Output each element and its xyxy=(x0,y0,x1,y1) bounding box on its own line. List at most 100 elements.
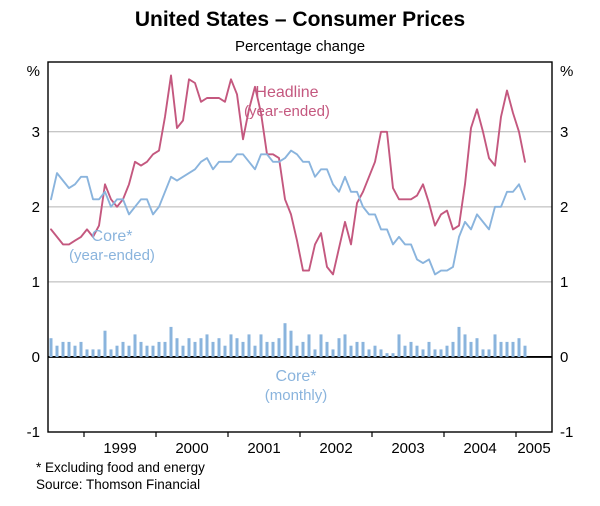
bar xyxy=(211,341,215,357)
bar xyxy=(349,345,353,357)
bar xyxy=(409,341,413,357)
bar xyxy=(463,334,467,357)
bar xyxy=(91,349,95,357)
bar xyxy=(73,345,77,357)
x-axis-label-2000: 2000 xyxy=(175,440,208,457)
x-axis-label-2005: 2005 xyxy=(517,440,550,457)
x-axis-label-2002: 2002 xyxy=(319,440,352,457)
bar xyxy=(241,341,245,357)
footnote-excluding: * Excluding food and energy xyxy=(36,460,205,475)
y-axis-label-left: 1 xyxy=(32,274,40,291)
x-axis-label-2003: 2003 xyxy=(391,440,424,457)
bar xyxy=(187,338,191,357)
bar xyxy=(217,338,221,357)
bar xyxy=(199,338,203,357)
bar xyxy=(97,349,101,357)
bar xyxy=(343,334,347,357)
bar xyxy=(313,349,317,357)
headline-annotation: (year-ended) xyxy=(244,103,330,120)
headline-annotation: Headline xyxy=(255,84,318,101)
core-year-ended-line xyxy=(50,149,526,276)
bar xyxy=(295,345,299,357)
y-axis-label-right: 0 xyxy=(560,349,568,366)
core-monthly-bars xyxy=(49,323,527,357)
bar xyxy=(331,349,335,357)
bar xyxy=(283,323,287,357)
bar xyxy=(247,334,251,357)
bar xyxy=(157,341,161,357)
bar xyxy=(523,345,527,357)
bar xyxy=(181,345,185,357)
core-year-ended-annotation: Core* xyxy=(92,228,133,245)
bar xyxy=(151,345,155,357)
bar xyxy=(391,353,395,357)
bar xyxy=(469,341,473,357)
bar xyxy=(277,338,281,357)
bar xyxy=(85,349,89,357)
bar xyxy=(511,341,515,357)
bar xyxy=(193,341,197,357)
y-axis-label-left: -1 xyxy=(27,424,40,441)
bar xyxy=(379,349,383,357)
bar xyxy=(109,349,113,357)
bar xyxy=(67,341,71,357)
unit-label-left: % xyxy=(27,63,40,80)
bar xyxy=(403,345,407,357)
bar xyxy=(145,345,149,357)
y-axis-label-right: 3 xyxy=(560,124,568,141)
x-axis-label-2001: 2001 xyxy=(247,440,280,457)
bar xyxy=(397,334,401,357)
bar xyxy=(487,349,491,357)
bar xyxy=(133,334,137,357)
bar xyxy=(361,341,365,357)
y-axis-label-right: -1 xyxy=(560,424,573,441)
y-axis-label-left: 3 xyxy=(32,124,40,141)
core-monthly-annotation: Core* xyxy=(276,368,317,385)
bar xyxy=(415,345,419,357)
headline-year-ended-line xyxy=(50,74,526,276)
footnotes: * Excluding food and energy Source: Thom… xyxy=(36,459,205,493)
bar xyxy=(265,341,269,357)
y-axis-label-right: 1 xyxy=(560,274,568,291)
bar xyxy=(139,341,143,357)
bar xyxy=(259,334,263,357)
bar xyxy=(61,341,65,357)
bar xyxy=(127,345,131,357)
bar xyxy=(337,338,341,357)
bar xyxy=(175,338,179,357)
bar xyxy=(481,349,485,357)
bar xyxy=(427,341,431,357)
chart-title: United States – Consumer Prices xyxy=(134,8,466,31)
bar xyxy=(79,341,83,357)
y-axis-label-left: 2 xyxy=(32,199,40,216)
bar xyxy=(205,334,209,357)
bar xyxy=(475,338,479,357)
bar xyxy=(373,345,377,357)
bar xyxy=(235,338,239,357)
bar xyxy=(517,338,521,357)
bar xyxy=(49,338,53,357)
bar xyxy=(253,345,257,357)
bar xyxy=(493,334,497,357)
bar xyxy=(367,349,371,357)
bar xyxy=(121,341,125,357)
bar xyxy=(115,345,119,357)
bar xyxy=(499,341,503,357)
bar xyxy=(307,334,311,357)
bar xyxy=(223,345,227,357)
chart-subtitle: Percentage change xyxy=(234,38,366,55)
bar xyxy=(271,341,275,357)
bar xyxy=(421,349,425,357)
bar xyxy=(325,341,329,357)
core-monthly-annotation: (monthly) xyxy=(265,387,328,404)
core-year-ended-annotation: (year-ended) xyxy=(69,247,155,264)
bar xyxy=(439,349,443,357)
x-axis-label-1999: 1999 xyxy=(103,440,136,457)
bar xyxy=(451,341,455,357)
footnote-source: Source: Thomson Financial xyxy=(36,477,201,492)
bar xyxy=(301,341,305,357)
bar xyxy=(163,341,167,357)
bar xyxy=(169,326,173,357)
